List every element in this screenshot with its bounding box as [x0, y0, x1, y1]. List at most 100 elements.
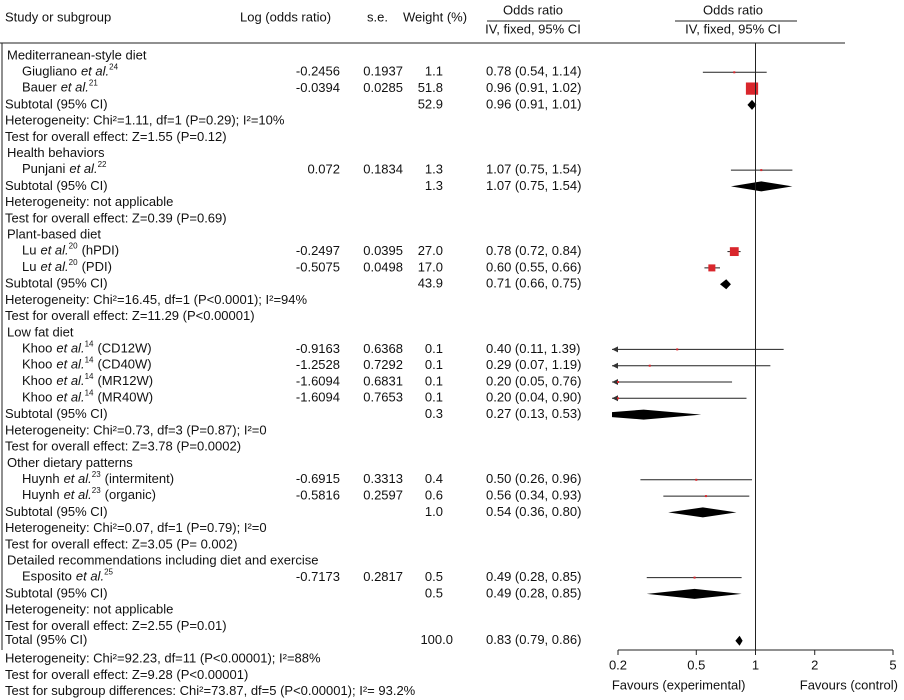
overall-effect: Test for overall effect: Z=1.55 (P=0.12) — [5, 129, 227, 144]
subgroup-differences: Test for subgroup differences: Chi²=73.8… — [5, 683, 416, 698]
study-ref: 24 — [109, 62, 118, 71]
heterogeneity: Heterogeneity: not applicable — [5, 602, 173, 617]
column-header: Log (odds ratio) — [240, 9, 331, 24]
study-et-al: et al. — [40, 259, 68, 274]
study-suffix: (MR40W) — [97, 390, 153, 405]
study-et-al: et al. — [76, 569, 104, 584]
weight: 0.4 — [425, 471, 443, 486]
or-label: 0.96 (0.91, 1.01) — [486, 96, 581, 111]
subtotal-label: Subtotal (95% CI) — [5, 504, 108, 519]
se: 0.7653 — [363, 390, 403, 405]
weight: 0.6 — [425, 488, 443, 503]
overall-effect: Test for overall effect: Z=11.29 (P<0.00… — [5, 308, 255, 323]
diamond — [747, 99, 757, 110]
heterogeneity: Heterogeneity: Chi²=1.11, df=1 (P=0.29);… — [5, 113, 285, 128]
x-tick-label: 2 — [811, 657, 818, 672]
column-header: Odds ratio — [703, 2, 763, 17]
column-header: IV, fixed, 95% CI — [685, 21, 781, 36]
se: 0.1834 — [363, 162, 403, 177]
diamond — [668, 507, 737, 518]
group-title: Health behaviors — [7, 145, 105, 160]
group-title: Plant-based diet — [7, 227, 101, 242]
se: 0.6831 — [363, 373, 403, 388]
ci-arrow — [612, 379, 618, 385]
log-or: -0.6915 — [296, 471, 340, 486]
study-name: Giugliano et al.24 — [22, 62, 119, 78]
or-label: 0.83 (0.79, 0.86) — [486, 632, 581, 647]
log-or: -0.5075 — [296, 259, 340, 274]
diamond — [612, 409, 702, 420]
study-suffix: (intermitent) — [105, 471, 174, 486]
se: 0.1937 — [363, 64, 403, 79]
overall-effect: Test for overall effect: Z=2.55 (P=0.01) — [5, 618, 227, 633]
x-tick-label: 0.5 — [687, 657, 705, 672]
or-label: 0.96 (0.91, 1.02) — [486, 80, 581, 95]
study-author: Esposito — [22, 569, 72, 584]
weight: 17.0 — [418, 259, 443, 274]
study-square — [729, 247, 739, 257]
column-header: Weight (%) — [403, 9, 467, 24]
study-ref: 20 — [69, 242, 78, 251]
study-square — [617, 397, 619, 400]
study-suffix: (MR12W) — [97, 373, 153, 388]
log-or: -0.2456 — [296, 64, 340, 79]
subtotal-label: Subtotal (95% CI) — [5, 178, 108, 193]
study-et-al: et al. — [64, 488, 92, 503]
study-author: Bauer — [22, 80, 57, 95]
study-et-al: et al. — [64, 471, 92, 486]
subtotal-label: Subtotal (95% CI) — [5, 406, 108, 421]
study-author: Khoo — [22, 357, 52, 372]
study-suffix: (hPDI) — [82, 243, 120, 258]
diamond — [720, 279, 731, 290]
study-et-al: et al. — [69, 162, 97, 177]
x-tick-label: 1 — [752, 657, 759, 672]
heterogeneity: Heterogeneity: not applicable — [5, 194, 173, 209]
x-tick-label: 5 — [889, 657, 896, 672]
study-name: Huynh et al.23 (organic) — [22, 486, 156, 502]
weight: 52.9 — [418, 96, 443, 111]
study-name: Khoo et al.14 (MR12W) — [22, 372, 153, 388]
study-suffix: (PDI) — [82, 259, 112, 274]
subtotal-label: Subtotal (95% CI) — [5, 276, 108, 291]
heterogeneity: Heterogeneity: Chi²=0.07, df=1 (P=0.79);… — [5, 520, 267, 535]
study-square — [617, 381, 619, 383]
study-ref: 22 — [98, 160, 107, 169]
diamond — [646, 588, 742, 599]
or-label: 0.20 (0.04, 0.90) — [486, 390, 581, 405]
or-label: 0.27 (0.13, 0.53) — [486, 406, 581, 421]
log-or: -1.2528 — [296, 357, 340, 372]
study-suffix: (CD12W) — [97, 341, 151, 356]
weight: 1.3 — [425, 178, 443, 193]
study-square — [760, 169, 763, 172]
study-name: Esposito et al.25 — [22, 568, 114, 584]
weight: 0.1 — [425, 390, 443, 405]
or-label: 0.40 (0.11, 1.39) — [486, 341, 580, 356]
study-ref: 23 — [92, 486, 101, 495]
study-square — [648, 364, 651, 367]
se: 0.6368 — [363, 341, 403, 356]
log-or: 0.072 — [307, 162, 340, 177]
group-title: Mediterranean-style diet — [7, 47, 147, 62]
log-or: -1.6094 — [296, 390, 340, 405]
or-label: 1.07 (0.75, 1.54) — [486, 162, 581, 177]
group-title: Other dietary patterns — [7, 455, 133, 470]
overall-effect: Test for overall effect: Z=0.39 (P=0.69) — [5, 210, 227, 225]
se: 0.0498 — [363, 259, 403, 274]
or-label: 0.60 (0.55, 0.66) — [486, 259, 581, 274]
study-et-al: et al. — [40, 243, 68, 258]
study-ref: 20 — [69, 258, 78, 267]
study-square — [745, 82, 759, 95]
or-label: 0.71 (0.66, 0.75) — [486, 276, 581, 291]
total-label: Total (95% CI) — [5, 632, 87, 647]
study-square — [733, 71, 736, 74]
study-square — [708, 264, 716, 272]
study-et-al: et al. — [61, 80, 89, 95]
study-ref: 14 — [85, 340, 94, 349]
study-author: Punjani — [22, 162, 65, 177]
weight: 0.1 — [425, 373, 443, 388]
or-label: 0.49 (0.28, 0.85) — [486, 585, 581, 600]
weight: 1.0 — [425, 504, 443, 519]
heterogeneity: Heterogeneity: Chi²=16.45, df=1 (P<0.000… — [5, 292, 308, 307]
study-name: Khoo et al.14 (CD40W) — [22, 356, 152, 372]
